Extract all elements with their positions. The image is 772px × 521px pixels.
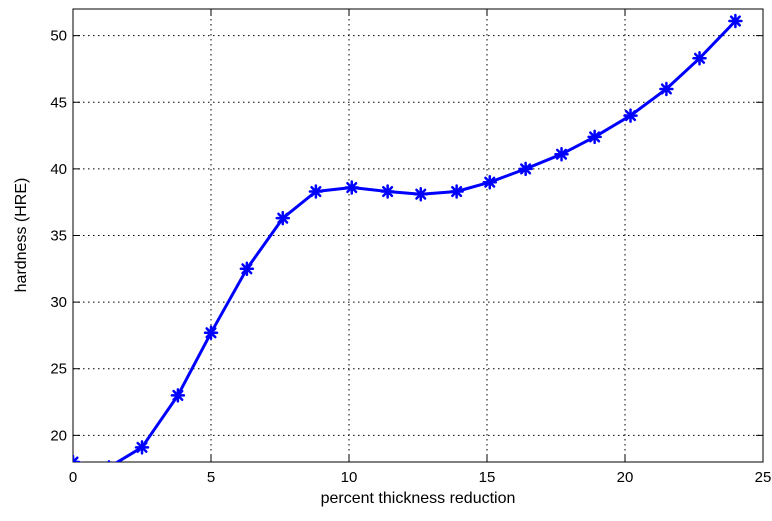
data-point-marker — [275, 210, 291, 226]
data-point-marker — [308, 184, 324, 199]
x-tick-label: 10 — [341, 469, 358, 486]
data-point-marker — [413, 186, 429, 202]
series-layer — [73, 13, 743, 462]
data-point-marker — [103, 460, 114, 462]
data-point-marker — [728, 13, 743, 29]
data-point-marker — [518, 161, 533, 177]
data-point-marker — [623, 108, 638, 123]
y-tick-label: 45 — [50, 94, 67, 111]
data-point-marker — [239, 261, 255, 277]
grid-lines — [73, 9, 763, 462]
axes-frame — [72, 8, 764, 463]
data-point-marker — [587, 129, 602, 145]
y-tick-label: 25 — [50, 361, 67, 378]
y-tick-label: 35 — [50, 228, 67, 245]
x-axis-label: percent thickness reduction — [321, 490, 516, 507]
y-tick-label: 20 — [50, 427, 67, 444]
data-point-marker — [134, 440, 150, 455]
data-point-marker — [692, 51, 707, 66]
data-point-marker — [482, 174, 498, 190]
x-tick-label: 25 — [755, 469, 772, 486]
y-axis-label: hardness (HRE) — [13, 178, 30, 293]
data-point-marker — [449, 184, 464, 199]
y-tick-label: 50 — [50, 28, 67, 45]
data-point-marker — [344, 180, 360, 195]
data-point-marker — [554, 146, 569, 162]
x-tick-label: 20 — [617, 469, 634, 486]
data-point-marker — [203, 325, 219, 341]
data-point-marker — [73, 454, 81, 462]
x-tick-label: 15 — [479, 469, 496, 486]
series-line — [73, 19, 737, 462]
x-tick-label: 5 — [207, 469, 215, 486]
data-point-marker — [659, 81, 674, 97]
data-point-marker — [170, 388, 186, 403]
y-tick-label: 40 — [50, 161, 67, 178]
x-tick-label: 0 — [69, 469, 77, 486]
tick-labels: 0 5 10 15 20 25 20 25 30 35 40 45 50 — [50, 28, 771, 486]
data-point-marker — [380, 184, 395, 199]
y-tick-label: 30 — [50, 294, 67, 311]
